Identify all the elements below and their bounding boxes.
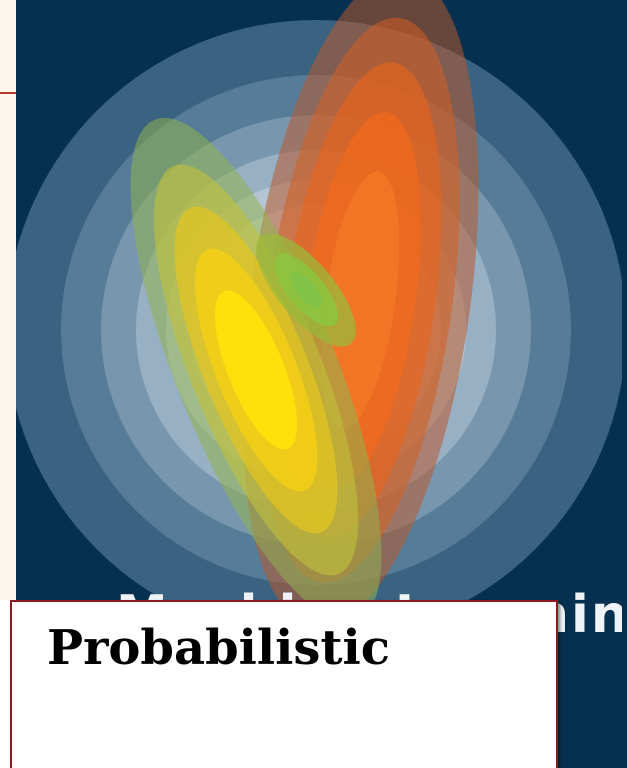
right-edge-strip <box>622 0 627 768</box>
left-margin-panel <box>0 0 16 600</box>
yellow-gaussian <box>130 117 382 623</box>
book-cover-image: Machine Learning <box>16 0 625 768</box>
left-divider-line <box>0 92 17 94</box>
title-box: Probabilistic <box>10 600 558 768</box>
green-gaussian <box>256 233 356 347</box>
title-text: Probabilistic <box>47 620 390 676</box>
cover-artwork <box>16 0 625 640</box>
